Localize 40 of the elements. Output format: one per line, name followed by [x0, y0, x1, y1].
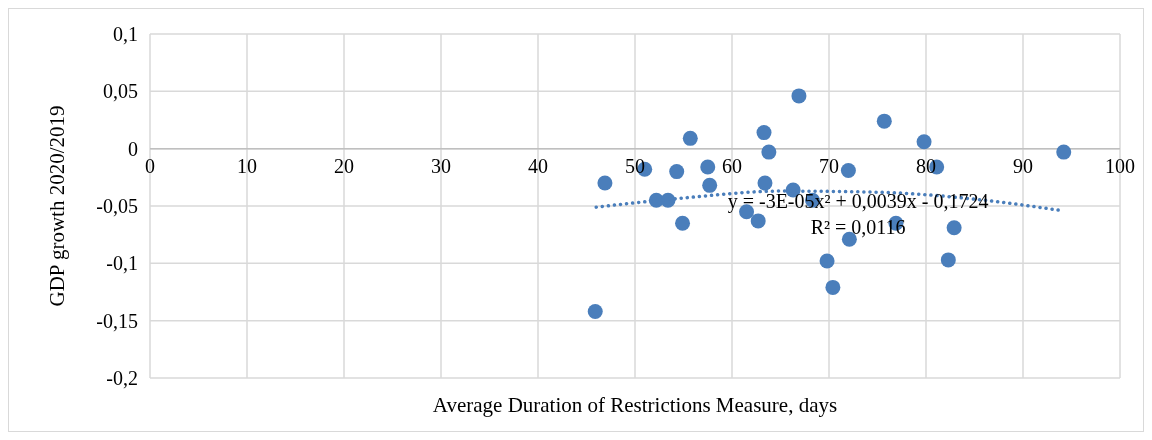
point: [597, 175, 613, 191]
x-tick-label: 70: [819, 154, 839, 177]
y-axis-title: GDP growth 2020/2019: [45, 105, 69, 307]
x-tick-label: 20: [334, 154, 354, 177]
point: [791, 88, 807, 104]
point: [757, 175, 773, 191]
point: [761, 144, 777, 160]
point: [675, 215, 691, 231]
point: [1056, 144, 1072, 160]
point: [840, 162, 856, 178]
point: [946, 220, 962, 236]
y-tick-label: 0: [128, 137, 138, 160]
x-tick-label: 10: [237, 154, 257, 177]
y-tick-label: 0,05: [103, 80, 138, 103]
annotation: R² = 0,0116: [810, 215, 906, 238]
point: [702, 177, 718, 193]
y-tick-label: -0,1: [106, 252, 138, 275]
point: [700, 159, 716, 175]
x-tick-label: 40: [528, 154, 548, 177]
x-tick-label: 0: [145, 154, 155, 177]
point: [825, 279, 841, 295]
x-tick-label: 90: [1013, 154, 1033, 177]
point: [739, 204, 755, 220]
x-tick-label: 60: [722, 154, 742, 177]
point: [750, 213, 766, 229]
point: [876, 113, 892, 129]
point: [940, 252, 956, 268]
y-tick-label: 0,1: [113, 23, 138, 45]
y-tick-label: -0,05: [96, 195, 138, 217]
point: [669, 164, 685, 180]
point: [916, 134, 932, 150]
x-tick-label: 100: [1105, 154, 1135, 177]
x-tick-label: 30: [431, 154, 451, 177]
point: [819, 253, 835, 269]
point: [682, 130, 698, 146]
y-tick-label: -0,15: [96, 309, 138, 332]
point: [756, 125, 772, 141]
y-tick-label: -0,2: [106, 367, 138, 389]
point: [587, 303, 603, 319]
x-axis-title: Average Duration of Restrictions Measure, days: [432, 393, 838, 417]
